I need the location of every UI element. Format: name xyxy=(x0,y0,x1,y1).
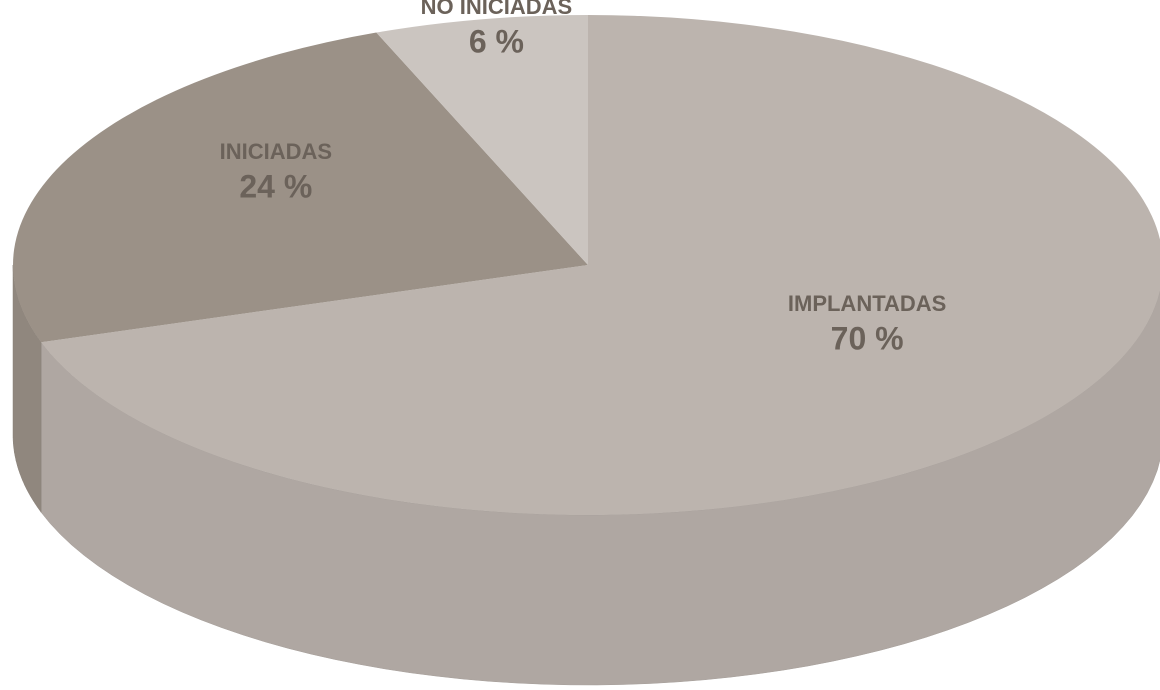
value-label: 6 % xyxy=(469,24,524,60)
chart: IMPLANTADAS 70 % INICIADAS 24 % NO INICIADAS… xyxy=(0,0,1160,690)
value-label: 24 % xyxy=(239,169,312,205)
page: IMPLANTADAS 70 % INICIADAS 24 % NO INICIADAS… xyxy=(0,0,1160,690)
slice-label: INICIADAS xyxy=(220,139,332,164)
slice-label: IMPLANTADAS xyxy=(788,291,946,316)
value-label: 70 % xyxy=(831,321,904,357)
slice-label: NO INICIADAS xyxy=(421,0,573,19)
